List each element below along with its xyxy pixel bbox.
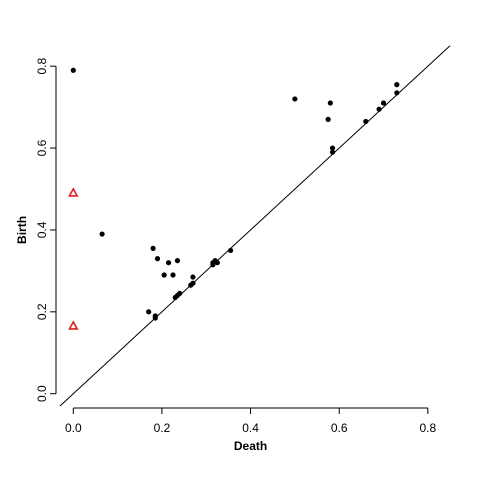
- dot-point: [177, 290, 183, 297]
- y-tick-label: 0.8: [35, 58, 49, 75]
- dot-point: [152, 315, 158, 321]
- dot-point: [376, 106, 382, 112]
- dot-point: [327, 100, 333, 106]
- dot-point: [190, 280, 196, 286]
- dot-point: [214, 260, 220, 266]
- x-tick-label: 0.4: [242, 421, 259, 435]
- x-tick-label: 0.2: [154, 421, 171, 435]
- y-tick-label: 0.4: [35, 221, 49, 238]
- dot-point: [170, 272, 176, 278]
- y-axis: 0.0 0.2 0.4 0.6 0.8: [35, 58, 57, 402]
- diagonal-line: [59, 45, 451, 407]
- dot-point: [190, 274, 196, 280]
- dot-point: [292, 96, 298, 102]
- dot-point: [228, 247, 234, 254]
- dot-point: [161, 272, 167, 278]
- y-tick-label: 0.0: [35, 385, 49, 402]
- dot-point: [380, 100, 387, 106]
- y-axis-title: Birth: [15, 216, 29, 244]
- dot-point: [146, 309, 152, 315]
- x-tick-label: 0.8: [419, 421, 436, 435]
- x-tick-label: 0.0: [65, 421, 82, 435]
- dot-point: [394, 90, 400, 96]
- dot-point: [154, 256, 161, 262]
- dot-point: [363, 118, 369, 125]
- dot-point: [329, 145, 336, 151]
- triangle-point: [68, 187, 79, 197]
- dot-point: [99, 231, 105, 237]
- dot-point: [150, 245, 156, 251]
- dot-point: [329, 149, 336, 155]
- y-tick-label: 0.6: [35, 139, 49, 156]
- dot-point: [325, 116, 331, 123]
- diagonal-segment: [59, 45, 451, 407]
- data-points: [68, 67, 400, 330]
- dot-point: [70, 67, 76, 73]
- dot-point: [210, 262, 216, 268]
- x-tick-label: 0.6: [331, 421, 348, 435]
- triangle-point: [68, 320, 79, 330]
- x-axis: 0.0 0.2 0.4 0.6 0.8: [65, 407, 437, 435]
- dot-point: [174, 258, 181, 264]
- dot-point: [394, 82, 400, 88]
- y-tick-label: 0.2: [35, 303, 49, 320]
- dot-point: [165, 260, 172, 266]
- x-axis-title: Death: [234, 439, 267, 453]
